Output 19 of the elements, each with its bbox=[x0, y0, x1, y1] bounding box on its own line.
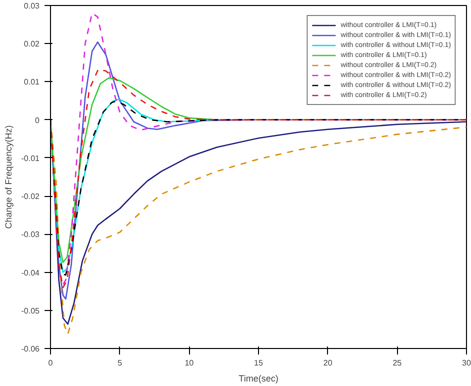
y-tick-label: -0.03 bbox=[21, 230, 40, 240]
x-tick-label: 25 bbox=[392, 358, 402, 368]
y-tick-label: -0.05 bbox=[21, 306, 40, 316]
x-tick-label: 0 bbox=[48, 358, 54, 368]
y-tick-label: -0.02 bbox=[21, 192, 40, 202]
y-axis-title: Change of Frequency(Hz) bbox=[3, 125, 14, 229]
y-tick-label: 0.02 bbox=[24, 40, 40, 49]
x-axis-title: Time(sec) bbox=[238, 374, 278, 384]
y-tick-label: 0.03 bbox=[24, 2, 40, 10]
x-tick-label: 10 bbox=[184, 358, 194, 368]
x-tick-label: 30 bbox=[462, 358, 471, 368]
y-tick-label: -0.01 bbox=[21, 154, 40, 163]
y-tick-label: -0.04 bbox=[21, 268, 40, 278]
y-tick-label: -0.06 bbox=[21, 344, 40, 354]
x-tick-label: 15 bbox=[254, 358, 264, 368]
x-tick-label: 5 bbox=[118, 358, 123, 368]
y-tick-label: 0 bbox=[35, 116, 40, 125]
x-tick-label: 20 bbox=[323, 358, 333, 368]
y-tick-label: 0.01 bbox=[24, 78, 40, 87]
